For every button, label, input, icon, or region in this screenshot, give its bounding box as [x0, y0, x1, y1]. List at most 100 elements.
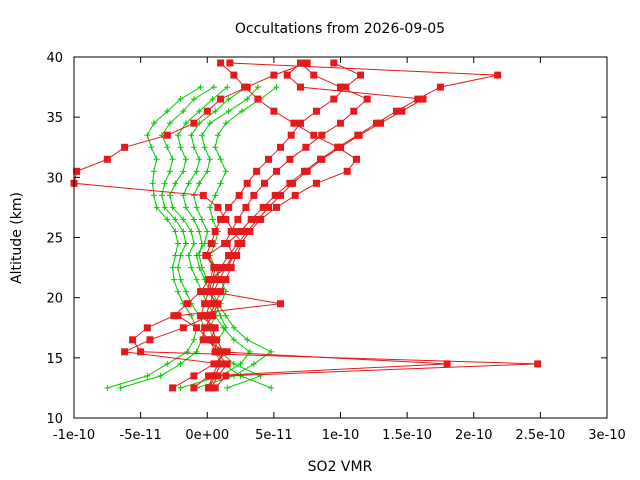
red-series-point — [103, 155, 111, 163]
green-series-point — [182, 120, 189, 127]
green-series-point — [268, 384, 275, 391]
green-series-point — [177, 360, 184, 367]
green-series-point — [164, 360, 171, 367]
x-tick-label: 1.5e-10 — [382, 428, 432, 443]
green-series-point — [177, 276, 184, 283]
red-series-point — [242, 203, 250, 211]
red-series-point — [203, 107, 211, 115]
red-series-point — [209, 372, 217, 380]
red-series-point — [494, 71, 502, 79]
red-series-point — [190, 119, 198, 127]
red-series-point — [291, 191, 299, 199]
green-series-point — [169, 204, 176, 211]
red-series-point — [179, 324, 187, 332]
red-series-point — [223, 360, 231, 368]
green-series-point — [158, 192, 165, 199]
red-series-point — [206, 336, 214, 344]
green-series-point — [193, 204, 200, 211]
green-series-point — [184, 348, 191, 355]
green-series-point — [230, 360, 237, 367]
red-series-point — [207, 240, 215, 247]
green-series-point — [177, 96, 184, 103]
red-series-point — [225, 203, 233, 211]
green-series-point — [244, 336, 251, 343]
x-tick-label: 3e-10 — [588, 428, 626, 443]
red-series-point — [214, 360, 222, 368]
green-series-point — [225, 108, 232, 115]
red-series-point — [222, 264, 230, 272]
y-tick-label: 20 — [46, 292, 63, 307]
red-series-point — [205, 276, 213, 284]
green-series-point — [197, 84, 204, 91]
green-series-point — [230, 336, 237, 343]
green-series-point — [212, 192, 219, 199]
red-series-point — [170, 312, 178, 320]
green-series-point — [177, 384, 184, 391]
green-series-point — [190, 192, 197, 199]
red-series-point — [318, 131, 326, 139]
green-series-point — [237, 360, 244, 367]
red-series-point — [436, 83, 444, 91]
red-series-point — [297, 119, 304, 127]
red-series-point — [393, 107, 400, 115]
red-series-point — [353, 155, 360, 163]
red-series-point — [129, 336, 137, 344]
red-series-point — [206, 300, 214, 308]
red-series-point — [241, 83, 249, 91]
red-series-point — [259, 203, 267, 211]
green-series-point — [117, 384, 124, 391]
green-series-point — [198, 216, 205, 223]
green-series-point — [196, 108, 203, 115]
red-series-point — [205, 372, 213, 380]
red-series-point — [270, 107, 278, 115]
red-series-point — [222, 215, 230, 223]
green-series-point — [222, 312, 229, 319]
green-series-point — [257, 372, 264, 379]
red-series-point — [253, 167, 261, 175]
green-series-point — [230, 324, 237, 331]
green-series-point — [182, 204, 189, 211]
green-series-point — [190, 240, 197, 247]
red-series-point — [183, 300, 191, 308]
green-series-point — [172, 252, 179, 259]
green-series-point — [204, 228, 211, 235]
red-series-point — [207, 324, 215, 332]
red-series-point — [283, 71, 291, 79]
red-series-point — [143, 324, 151, 332]
green-series-point — [177, 252, 184, 259]
red-series-point — [342, 83, 350, 91]
green-series-point — [161, 204, 168, 211]
red-series-point — [225, 252, 233, 259]
green-series-point — [182, 240, 189, 247]
green-series-point — [144, 132, 151, 139]
green-series-point — [250, 360, 257, 367]
red-series-point — [273, 203, 280, 211]
green-series-point — [201, 144, 208, 151]
red-series-point — [217, 288, 225, 296]
green-series-point — [210, 84, 217, 91]
red-series-point — [270, 71, 278, 79]
red-series-point — [201, 300, 209, 308]
red-series-point — [210, 360, 218, 368]
red-series-point — [197, 288, 205, 296]
green-series-6 — [206, 84, 280, 391]
red-series-point — [254, 95, 262, 103]
red-series-point — [211, 348, 219, 356]
y-tick-label: 25 — [46, 232, 63, 247]
green-series-point — [153, 204, 160, 211]
red-series-point — [202, 312, 210, 320]
green-series-1 — [104, 84, 204, 391]
red-series-point — [286, 155, 294, 163]
red-series-point — [377, 119, 384, 127]
x-tick-label: 1e-10 — [322, 428, 360, 443]
x-tick-label: 5e-11 — [255, 428, 293, 443]
green-series-point — [225, 96, 232, 103]
red-series-point — [229, 252, 237, 259]
green-series-point — [169, 264, 176, 271]
red-series-point — [237, 228, 245, 235]
red-series-1 — [169, 59, 364, 392]
plot-area — [70, 59, 542, 392]
chart-title: Occultations from 2026-09-05 — [235, 21, 445, 37]
y-tick-label: 40 — [46, 51, 63, 66]
